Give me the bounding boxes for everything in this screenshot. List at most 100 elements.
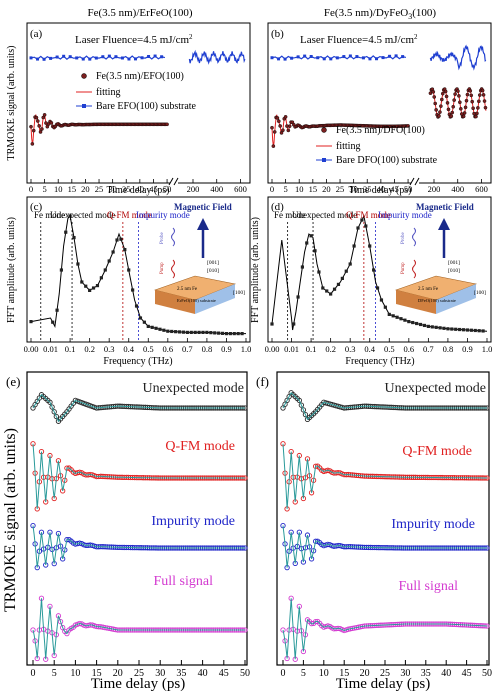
xtick-label: 0.3 xyxy=(104,344,115,354)
xtick-label: 0.7 xyxy=(182,344,193,354)
fft-point xyxy=(300,265,305,269)
substrate-point xyxy=(75,56,79,60)
fft-point xyxy=(99,276,103,280)
xtick-label: 15 xyxy=(309,184,318,194)
xtick-label: 5 xyxy=(52,668,57,679)
fft-point xyxy=(387,312,391,316)
sample-point xyxy=(476,106,480,110)
panel-e-trace-unexpected: Unexpected mode xyxy=(143,381,244,396)
panel-a-legend-2: Bare EFO(100) substrate xyxy=(96,101,197,112)
fft-point xyxy=(197,330,201,334)
fft-point xyxy=(127,268,131,272)
panel-b-legend-2: Bare DFO(100) substrate xyxy=(336,155,438,166)
sample-point xyxy=(40,127,44,131)
xtick-label: 50 xyxy=(482,668,492,679)
panel-c-inset: Probe Pump [001] [010] [100] 2.5 nm Fe ErFeO(1… xyxy=(153,218,245,314)
panel-c-label: (c) xyxy=(30,201,43,213)
panel-b-legend-1: fitting xyxy=(336,141,360,152)
substrate-point xyxy=(160,55,164,59)
axis-010: [010] xyxy=(448,268,460,274)
substrate-point xyxy=(374,57,378,61)
fft-point xyxy=(379,298,384,302)
substrate-point xyxy=(133,57,137,61)
panel-d-xlabel: Frequency (THz) xyxy=(345,356,414,367)
panel-a-title: Fe(3.5 nm)/ErFeO(100) xyxy=(87,7,192,19)
panel-d-mode-qfm: Q-FM mode xyxy=(346,210,391,220)
panel-a-xlabel: Time delay (ps) xyxy=(107,185,170,196)
substrate-point xyxy=(368,57,372,61)
sample-point xyxy=(477,99,481,104)
panel-c-xticks: 0.00 0.01 0.1 0.2 0.3 0.4 0.5 0.6 0.7 0.8 0.9 1.0 xyxy=(24,338,251,354)
fft-point xyxy=(418,322,423,327)
xtick-label: 20 xyxy=(360,668,370,679)
xtick-label: 35 xyxy=(176,668,186,679)
fft-point xyxy=(240,332,244,336)
fft-point xyxy=(270,322,274,326)
fft-point xyxy=(309,234,313,238)
panel-a-legend-1: fitting xyxy=(96,87,120,98)
trace-fit xyxy=(32,393,245,423)
fft-point xyxy=(372,268,376,272)
fft-point xyxy=(383,305,387,309)
panel-c-mode-lines xyxy=(40,222,139,342)
sample-point xyxy=(278,124,282,128)
xtick-label: 50 xyxy=(240,668,250,679)
field-arrowhead xyxy=(438,218,450,230)
fft-point xyxy=(329,292,333,296)
fft-point xyxy=(411,320,415,325)
sample-point xyxy=(459,107,463,111)
xtick-label: 0 xyxy=(281,668,286,679)
xtick-label: 600 xyxy=(234,184,247,194)
substrate-point xyxy=(29,56,33,60)
sample-point xyxy=(453,92,457,96)
xtick-label: 200 xyxy=(428,184,441,194)
xtick-label: 0.4 xyxy=(364,344,375,354)
xtick-label: 25 xyxy=(336,184,345,194)
xtick-label: 0.6 xyxy=(163,344,174,354)
trace-fit xyxy=(32,525,245,568)
fft-point xyxy=(64,230,68,234)
sample-point xyxy=(451,104,456,109)
trace-point xyxy=(53,413,59,420)
panel-a-fluence: Laser Fluence=4.5 mJ/cm2 xyxy=(75,33,193,46)
panel-e-xticks: 0 5 10 15 20 25 30 35 40 45 50 xyxy=(31,660,250,679)
trace-point xyxy=(302,411,309,418)
fft-point xyxy=(131,288,135,292)
fft-point xyxy=(185,330,189,334)
fft-point xyxy=(166,329,170,333)
panel-f-frame xyxy=(276,371,490,666)
fft-point xyxy=(228,332,232,336)
xtick-label: 45 xyxy=(390,184,399,194)
sample-point xyxy=(456,89,460,93)
fft-point xyxy=(72,236,76,240)
xtick-label: 0.2 xyxy=(84,344,95,354)
xtick-label: 40 xyxy=(198,668,208,679)
xtick-label: 0.5 xyxy=(384,344,395,354)
fft-point xyxy=(450,327,454,331)
probe-label: Probe xyxy=(401,232,406,244)
panel-c-mode-fe: Fe mode xyxy=(34,210,65,220)
panel-b-legend-0: Fe(3.5 nm)/DFO(100) xyxy=(336,125,425,136)
xtick-label: 45 xyxy=(219,668,229,679)
substrate-point xyxy=(127,57,131,61)
panel-c-curve xyxy=(29,214,246,336)
panel-d-field-label: Magnetic Field xyxy=(416,202,474,212)
fe-layer-label: 2.5 nm Fe xyxy=(418,287,439,292)
substrate-point xyxy=(329,57,333,61)
sample-point xyxy=(444,94,449,99)
substrate-point xyxy=(361,56,365,60)
fft-point xyxy=(446,327,450,331)
sample-point xyxy=(439,104,443,108)
fft-point xyxy=(442,326,446,330)
sample-point xyxy=(440,97,444,102)
sample-point xyxy=(481,93,486,97)
fft-point xyxy=(434,325,438,329)
panel-d-frame xyxy=(267,196,492,343)
xtick-label: 30 xyxy=(155,668,165,679)
sample-point xyxy=(428,91,433,96)
axis-010: [010] xyxy=(207,268,219,274)
sample-point xyxy=(165,122,169,127)
sample-point xyxy=(275,116,280,120)
fft-point xyxy=(356,226,360,230)
fft-point xyxy=(465,328,470,332)
